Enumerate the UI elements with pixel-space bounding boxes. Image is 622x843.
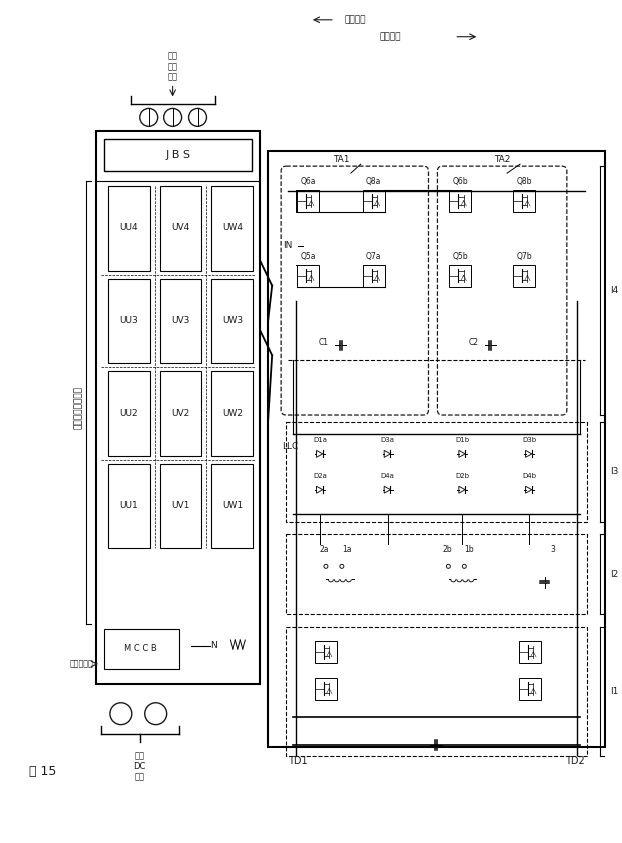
Text: C2: C2 [468, 338, 478, 346]
Text: N: N [210, 642, 217, 651]
Bar [211, 464, 253, 549]
Text: UW2: UW2 [222, 409, 243, 417]
Text: Q8b: Q8b [516, 177, 532, 186]
Text: UV4: UV4 [172, 223, 190, 233]
Bar [449, 265, 471, 287]
Text: TD1: TD1 [288, 756, 308, 766]
Text: 高さ方向: 高さ方向 [345, 15, 366, 24]
Bar [286, 534, 587, 615]
Text: D4a: D4a [381, 473, 394, 479]
Text: I1: I1 [610, 687, 618, 696]
Bar [160, 279, 202, 363]
Text: TA2: TA2 [494, 154, 510, 164]
Text: Q6b: Q6b [453, 177, 468, 186]
Bar [449, 190, 471, 212]
Bar [519, 678, 541, 700]
Text: 図 15: 図 15 [29, 765, 57, 778]
Bar [211, 186, 253, 271]
Text: C1: C1 [319, 338, 329, 346]
Text: 低圧
DC
入力: 低圧 DC 入力 [134, 751, 146, 781]
Bar [108, 279, 150, 363]
Text: 中性点接続: 中性点接続 [69, 659, 93, 668]
Bar [363, 190, 384, 212]
Text: 1b: 1b [464, 545, 474, 554]
Text: D2b: D2b [455, 473, 470, 479]
Text: UW4: UW4 [222, 223, 243, 233]
Text: D3b: D3b [522, 437, 536, 443]
Text: 3: 3 [550, 545, 555, 554]
Text: J B S: J B S [165, 150, 190, 160]
Text: Q7b: Q7b [516, 252, 532, 260]
Text: 2a: 2a [320, 545, 330, 554]
Bar [268, 151, 605, 747]
Text: 水平方向直列接続: 水平方向直列接続 [73, 385, 83, 428]
Bar [519, 641, 541, 663]
Text: D4b: D4b [522, 473, 536, 479]
Text: UU3: UU3 [119, 316, 138, 325]
Text: UW1: UW1 [222, 501, 243, 510]
Text: Q5b: Q5b [453, 252, 468, 260]
Bar [160, 186, 202, 271]
Text: Q8a: Q8a [366, 177, 381, 186]
Bar [160, 464, 202, 549]
Bar [513, 190, 535, 212]
Bar [108, 186, 150, 271]
Text: I2: I2 [610, 570, 618, 579]
Bar [363, 265, 384, 287]
Bar [160, 371, 202, 456]
Bar [211, 279, 253, 363]
Text: UU4: UU4 [119, 223, 138, 233]
Text: TA1: TA1 [333, 154, 349, 164]
Bar [211, 371, 253, 456]
Bar [104, 139, 253, 171]
Text: I3: I3 [610, 467, 618, 476]
Bar [96, 132, 260, 684]
Text: UV3: UV3 [172, 316, 190, 325]
Text: TD2: TD2 [565, 756, 585, 766]
Text: I4: I4 [610, 286, 618, 295]
Text: UV2: UV2 [172, 409, 190, 417]
Text: UV1: UV1 [172, 501, 190, 510]
Bar [297, 190, 319, 212]
Text: IN: IN [283, 241, 292, 250]
Text: 1a: 1a [342, 545, 351, 554]
Text: LLC: LLC [282, 443, 299, 451]
Bar [104, 629, 179, 668]
Text: Q7a: Q7a [366, 252, 381, 260]
Text: 低圧
電源
出力: 低圧 電源 出力 [167, 51, 178, 82]
Bar [315, 641, 337, 663]
Bar [108, 371, 150, 456]
Text: 2b: 2b [442, 545, 452, 554]
Bar [297, 265, 319, 287]
Text: D3a: D3a [381, 437, 394, 443]
Text: D1a: D1a [313, 437, 327, 443]
Text: UU1: UU1 [119, 501, 138, 510]
Text: M C C B: M C C B [124, 645, 157, 653]
Text: D1b: D1b [455, 437, 470, 443]
Text: 奥行方向: 奥行方向 [379, 32, 401, 41]
Text: Q6a: Q6a [300, 177, 316, 186]
Bar [286, 627, 587, 756]
Text: UW3: UW3 [222, 316, 243, 325]
Text: Q5a: Q5a [300, 252, 316, 260]
Text: D2a: D2a [313, 473, 327, 479]
Bar [108, 464, 150, 549]
Text: UU2: UU2 [119, 409, 138, 417]
Bar [315, 678, 337, 700]
Bar [513, 265, 535, 287]
Bar [286, 422, 587, 522]
